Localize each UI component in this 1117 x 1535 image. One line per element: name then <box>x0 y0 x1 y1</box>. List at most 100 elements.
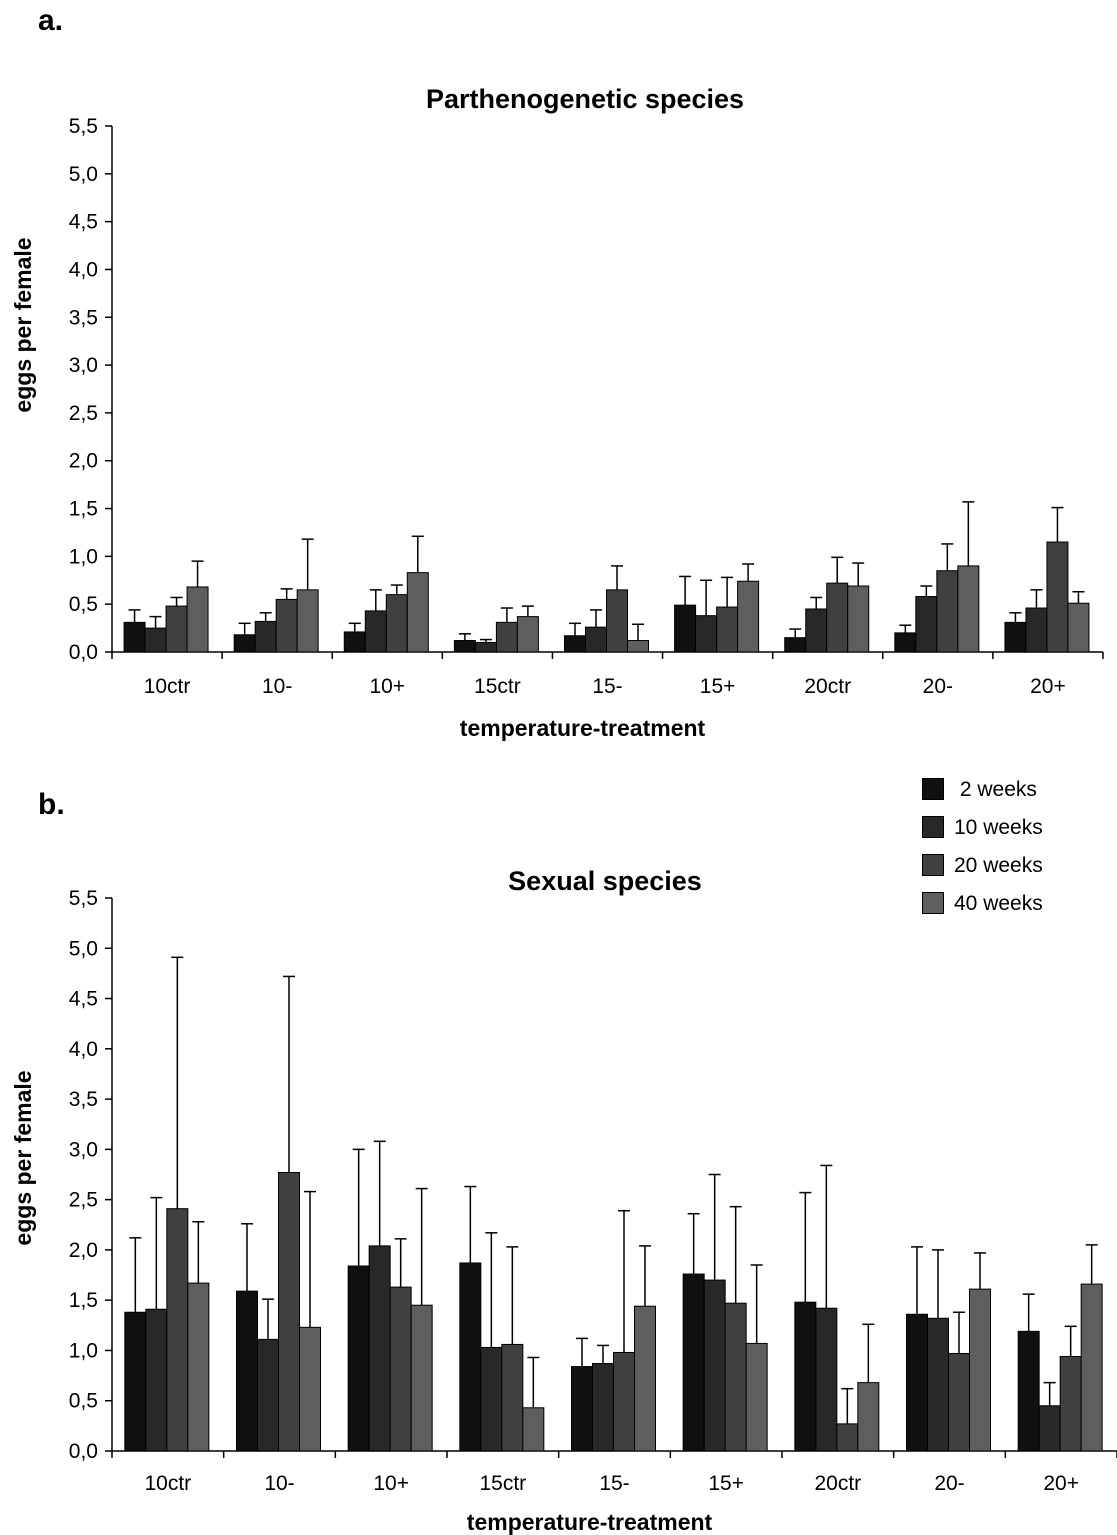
bar-20+-40-weeks <box>1067 602 1090 653</box>
bar-20ctr-20-weeks <box>836 1423 859 1452</box>
x-tick-label: 10+ <box>369 675 405 698</box>
x-tick-label: 10- <box>264 1472 294 1495</box>
bar-20--10-weeks <box>915 596 938 653</box>
x-tick-label: 15ctr <box>474 675 521 698</box>
panel-b-letter: b. <box>38 788 65 821</box>
x-tick-label: 15+ <box>708 1472 744 1495</box>
y-tick-label: 0,0 <box>69 1440 98 1463</box>
bar-20ctr-40-weeks <box>857 1382 880 1452</box>
bar-15--2-weeks <box>564 635 586 653</box>
y-tick-label: 4,0 <box>69 258 98 281</box>
x-tick-label: 10ctr <box>144 675 191 698</box>
bar-10+-40-weeks <box>406 572 429 653</box>
bar-15--20-weeks <box>613 1351 635 1452</box>
bar-10--20-weeks <box>278 1171 300 1452</box>
bar-15ctr-40-weeks <box>516 616 539 653</box>
legend-swatch-20-weeks <box>922 854 944 876</box>
bar-10--40-weeks <box>296 589 319 653</box>
x-tick-label: 20- <box>934 1472 964 1495</box>
bar-15+-20-weeks <box>716 606 739 653</box>
bar-20ctr-40-weeks <box>847 585 870 653</box>
bar-10ctr-20-weeks <box>165 605 188 653</box>
bar-20--20-weeks <box>948 1352 970 1452</box>
bar-10ctr-20-weeks <box>166 1208 189 1452</box>
bar-20--20-weeks <box>936 570 959 653</box>
x-axis-label: temperature-treatment <box>467 1509 713 1535</box>
x-tick-label: 10- <box>262 675 292 698</box>
bar-10--40-weeks <box>299 1326 321 1452</box>
bar-10ctr-10-weeks <box>145 1308 168 1452</box>
bar-10+-10-weeks <box>364 610 387 653</box>
bar-10--20-weeks <box>275 598 298 653</box>
legend-label-10-weeks: 10 weeks <box>954 816 1043 839</box>
bar-20ctr-20-weeks <box>826 582 849 653</box>
bar-10ctr-10-weeks <box>144 627 167 653</box>
bar-15+-20-weeks <box>724 1302 747 1452</box>
bar-20+-20-weeks <box>1059 1355 1082 1452</box>
bar-10+-40-weeks <box>410 1304 433 1452</box>
legend-swatch-10-weeks <box>922 816 944 838</box>
x-tick-label: 20+ <box>1030 675 1066 698</box>
y-tick-label: 3,5 <box>69 1088 98 1111</box>
y-tick-label: 0,5 <box>69 593 98 616</box>
bar-15--10-weeks <box>585 626 607 653</box>
y-tick-label: 5,0 <box>69 163 98 186</box>
bar-15ctr-2-weeks <box>453 640 476 653</box>
bar-20+-2-weeks <box>1004 621 1027 653</box>
bar-15--10-weeks <box>592 1363 614 1452</box>
y-tick-label: 3,5 <box>69 306 98 329</box>
bar-20ctr-10-weeks <box>815 1307 838 1452</box>
x-tick-label: 20- <box>923 675 953 698</box>
bar-15--2-weeks <box>571 1366 593 1452</box>
bar-15ctr-20-weeks <box>495 621 518 653</box>
bar-10+-2-weeks <box>343 631 366 653</box>
y-axis-label: eggs per female <box>10 237 36 412</box>
x-tick-label: 10+ <box>373 1472 409 1495</box>
x-tick-label: 10ctr <box>144 1472 191 1495</box>
bar-10--10-weeks <box>257 1338 279 1452</box>
legend-swatch-40-weeks <box>922 892 944 914</box>
x-tick-label: 15- <box>599 1472 629 1495</box>
bar-10+-2-weeks <box>347 1265 370 1452</box>
chart-a-plot: 0,0 0,5 1,0 1,5 2,0 2,5 3,0 3,5 4,0 4,5 5,0 5,5 10ct… <box>10 115 1104 741</box>
y-tick-label: 1,0 <box>69 545 98 568</box>
x-axis-label: temperature-treatment <box>460 715 706 741</box>
y-tick-label: 1,0 <box>69 1339 98 1362</box>
bar-15ctr-20-weeks <box>501 1343 524 1452</box>
y-tick-label: 2,5 <box>69 402 98 425</box>
bar-10--10-weeks <box>254 620 277 653</box>
x-tick-label: 15+ <box>700 675 736 698</box>
chart-a-title: Parthenogenetic species <box>425 84 745 114</box>
y-tick-label: 0,0 <box>69 641 98 664</box>
y-tick-label: 1,5 <box>69 1289 98 1312</box>
bar-10--2-weeks <box>236 1290 258 1452</box>
bar-15--40-weeks <box>634 1305 656 1452</box>
bar-15--20-weeks <box>606 589 628 653</box>
y-tick-label: 3,0 <box>69 1138 98 1161</box>
bar-20--40-weeks <box>969 1288 991 1452</box>
bar-20--2-weeks <box>894 632 917 653</box>
bar-15ctr-40-weeks <box>522 1407 545 1452</box>
bar-20ctr-2-weeks <box>794 1301 817 1452</box>
legend-label-20-weeks: 20 weeks <box>954 854 1043 877</box>
bar-10+-10-weeks <box>368 1245 391 1452</box>
bar-20--40-weeks <box>957 565 980 653</box>
y-tick-label: 2,5 <box>69 1189 98 1212</box>
x-tick-label: 15- <box>592 675 622 698</box>
y-tick-label: 5,0 <box>69 937 98 960</box>
bar-15ctr-2-weeks <box>459 1262 482 1452</box>
bar-10ctr-2-weeks <box>124 1311 147 1452</box>
y-tick-label: 1,5 <box>69 498 98 521</box>
y-tick-label: 5,5 <box>69 887 98 910</box>
bar-20+-10-weeks <box>1038 1405 1061 1452</box>
panel-a-letter: a. <box>38 4 64 37</box>
bar-20--10-weeks <box>927 1317 949 1452</box>
y-tick-label: 4,5 <box>69 211 98 234</box>
y-tick-label: 4,0 <box>69 1038 98 1061</box>
bar-15+-10-weeks <box>703 1279 726 1452</box>
legend-swatch-2-weeks <box>922 778 944 800</box>
bar-15+-40-weeks <box>745 1342 768 1452</box>
bar-20+-10-weeks <box>1025 607 1048 653</box>
bar-10+-20-weeks <box>389 1286 412 1452</box>
y-axis-label: eggs per female <box>10 1070 36 1245</box>
